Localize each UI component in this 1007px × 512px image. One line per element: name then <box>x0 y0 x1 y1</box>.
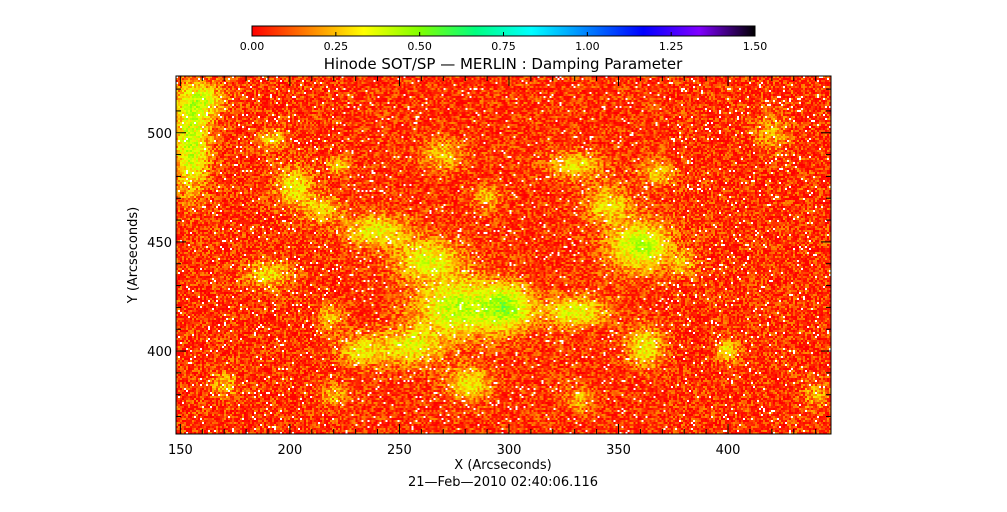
y-axis-ticks <box>176 88 831 418</box>
x-tick-label: 350 <box>606 443 631 458</box>
colorbar-tick-label: 1.50 <box>743 40 768 53</box>
colorbar-ticks <box>251 32 756 36</box>
x-axis-label: X (Arcseconds) <box>454 458 551 473</box>
x-tick-label: 200 <box>277 443 302 458</box>
colorbar-gradient <box>252 26 755 36</box>
x-axis-tick-labels: 150 200 250 300 350 400 <box>168 443 740 458</box>
colorbar-tick-label: 0.50 <box>407 40 432 53</box>
x-tick-label: 250 <box>387 443 412 458</box>
y-tick-label: 450 <box>147 236 172 251</box>
colorbar-tick-label: 0.25 <box>324 40 349 53</box>
y-tick-label: 400 <box>147 345 172 360</box>
colorbar-tick-label: 1.00 <box>575 40 600 53</box>
plot-frame <box>175 75 832 435</box>
x-tick-label: 150 <box>168 443 193 458</box>
date-label: 21—Feb—2010 02:40:06.116 <box>408 475 598 490</box>
x-tick-label: 300 <box>497 443 522 458</box>
y-tick-label: 500 <box>147 127 172 142</box>
colorbar: 0.00 0.25 0.50 0.75 1.00 1.25 1.50 <box>240 25 768 53</box>
chart-title: Hinode SOT/SP — MERLIN : Damping Paramet… <box>324 55 683 73</box>
y-axis-tick-labels: 400 450 500 <box>147 127 172 360</box>
heatmap-area <box>176 76 831 434</box>
colorbar-tick-label: 0.75 <box>491 40 516 53</box>
colorbar-tick-label: 0.00 <box>240 40 265 53</box>
colorbar-tick-labels: 0.00 0.25 0.50 0.75 1.00 1.25 1.50 <box>240 40 768 53</box>
x-tick-label: 400 <box>716 443 741 458</box>
x-axis-ticks <box>179 76 817 434</box>
y-axis-label: Y (Arcseconds) <box>126 207 141 304</box>
heatmap-image <box>176 76 831 434</box>
colorbar-tick-label: 1.25 <box>659 40 684 53</box>
